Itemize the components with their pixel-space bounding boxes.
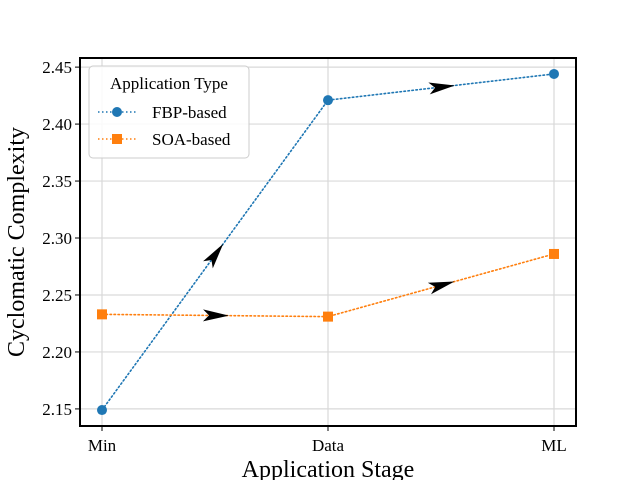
legend-label-soa: SOA-based <box>152 130 231 149</box>
data-point-fbp-based <box>549 68 559 79</box>
data-point-soa-based <box>97 309 107 320</box>
y-tick-label: 2.25 <box>42 286 72 305</box>
legend-marker-fbp <box>112 107 122 117</box>
data-point-fbp-based <box>323 95 333 106</box>
x-tick-label: Min <box>88 436 117 455</box>
data-point-soa-based <box>549 248 559 259</box>
y-axis: 2.15 2.20 2.25 2.30 2.35 2.40 2.45 <box>42 58 80 419</box>
y-tick-label: 2.45 <box>42 58 72 77</box>
data-point-soa-based <box>323 311 333 322</box>
x-axis-title: Application Stage <box>242 457 415 480</box>
y-axis-title: Cyclomatic Complexity <box>4 127 30 357</box>
y-tick-label: 2.20 <box>42 343 72 362</box>
data-point-fbp-based <box>97 405 107 416</box>
y-tick-label: 2.30 <box>42 229 72 248</box>
x-tick-label: Data <box>312 436 345 455</box>
direction-arrow-soa-based <box>202 309 229 322</box>
series-layer <box>97 68 559 416</box>
direction-arrow-fbp-based <box>203 243 224 269</box>
direction-arrow-soa-based <box>427 281 455 295</box>
legend: Application Type FBP-based SOA-based <box>88 65 250 159</box>
direction-arrow-fbp-based <box>428 82 455 95</box>
y-tick-label: 2.40 <box>42 115 72 134</box>
y-tick-label: 2.15 <box>42 400 72 419</box>
legend-label-fbp: FBP-based <box>152 103 227 122</box>
y-tick-label: 2.35 <box>42 172 72 191</box>
legend-title: Application Type <box>110 74 228 93</box>
x-tick-label: ML <box>541 436 567 455</box>
legend-marker-soa <box>112 134 122 144</box>
x-axis: Min Data ML <box>88 426 567 455</box>
legend-box <box>88 65 250 159</box>
